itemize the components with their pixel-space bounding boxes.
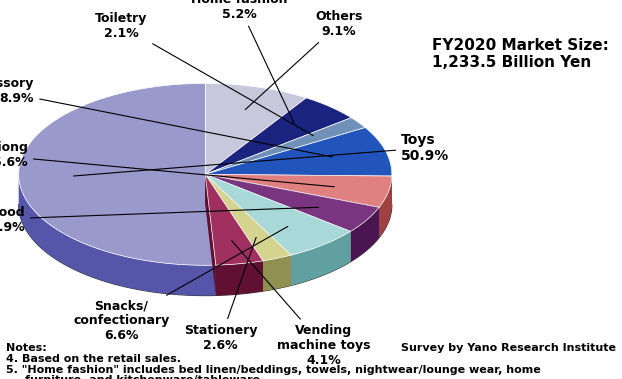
Text: Clothiong
5.6%: Clothiong 5.6% xyxy=(0,141,334,187)
Polygon shape xyxy=(205,98,351,174)
Polygon shape xyxy=(205,174,351,255)
Text: Others
9.1%: Others 9.1% xyxy=(245,10,363,110)
Polygon shape xyxy=(205,174,263,291)
Polygon shape xyxy=(216,261,263,296)
Polygon shape xyxy=(205,118,365,174)
Polygon shape xyxy=(205,174,379,232)
Polygon shape xyxy=(205,174,263,265)
Text: Accessory
8.9%: Accessory 8.9% xyxy=(0,77,332,157)
Polygon shape xyxy=(351,207,379,262)
Text: Survey by Yano Research Institute: Survey by Yano Research Institute xyxy=(401,343,616,353)
Text: Toys
50.9%: Toys 50.9% xyxy=(74,133,450,176)
Text: Stationery
2.6%: Stationery 2.6% xyxy=(184,237,258,352)
Polygon shape xyxy=(205,174,379,238)
Text: Vending
machine toys
4.1%: Vending machine toys 4.1% xyxy=(232,241,370,367)
Polygon shape xyxy=(205,174,379,238)
Text: Notes:: Notes: xyxy=(6,343,47,353)
Text: 5. "Home fashion" includes bed linen/beddings, towels, nightwear/lounge wear, ho: 5. "Home fashion" includes bed linen/bed… xyxy=(6,365,541,374)
Text: FY2020 Market Size:
1,233.5 Billion Yen: FY2020 Market Size: 1,233.5 Billion Yen xyxy=(432,38,609,70)
Polygon shape xyxy=(205,174,291,285)
Polygon shape xyxy=(205,174,351,262)
Text: 4. Based on the retail sales.: 4. Based on the retail sales. xyxy=(6,354,181,364)
Polygon shape xyxy=(19,83,216,265)
Polygon shape xyxy=(205,83,306,174)
Text: furniture, and kitchenware/tableware.: furniture, and kitchenware/tableware. xyxy=(25,375,264,379)
Polygon shape xyxy=(205,174,392,207)
Polygon shape xyxy=(205,174,216,296)
Polygon shape xyxy=(263,255,291,291)
Polygon shape xyxy=(379,176,392,238)
Polygon shape xyxy=(205,174,392,207)
Polygon shape xyxy=(19,172,216,296)
Polygon shape xyxy=(205,174,291,261)
Text: Home fashion
5.2%: Home fashion 5.2% xyxy=(191,0,294,123)
Polygon shape xyxy=(205,174,263,291)
Text: Snacks/
confectionary
6.6%: Snacks/ confectionary 6.6% xyxy=(73,226,288,342)
Text: Toiletry
2.1%: Toiletry 2.1% xyxy=(95,12,313,136)
Polygon shape xyxy=(205,174,216,296)
Polygon shape xyxy=(205,128,392,176)
Polygon shape xyxy=(205,174,291,285)
Text: General food
4.9%: General food 4.9% xyxy=(0,206,318,234)
Polygon shape xyxy=(205,174,392,207)
Polygon shape xyxy=(205,174,351,262)
Polygon shape xyxy=(291,232,351,285)
